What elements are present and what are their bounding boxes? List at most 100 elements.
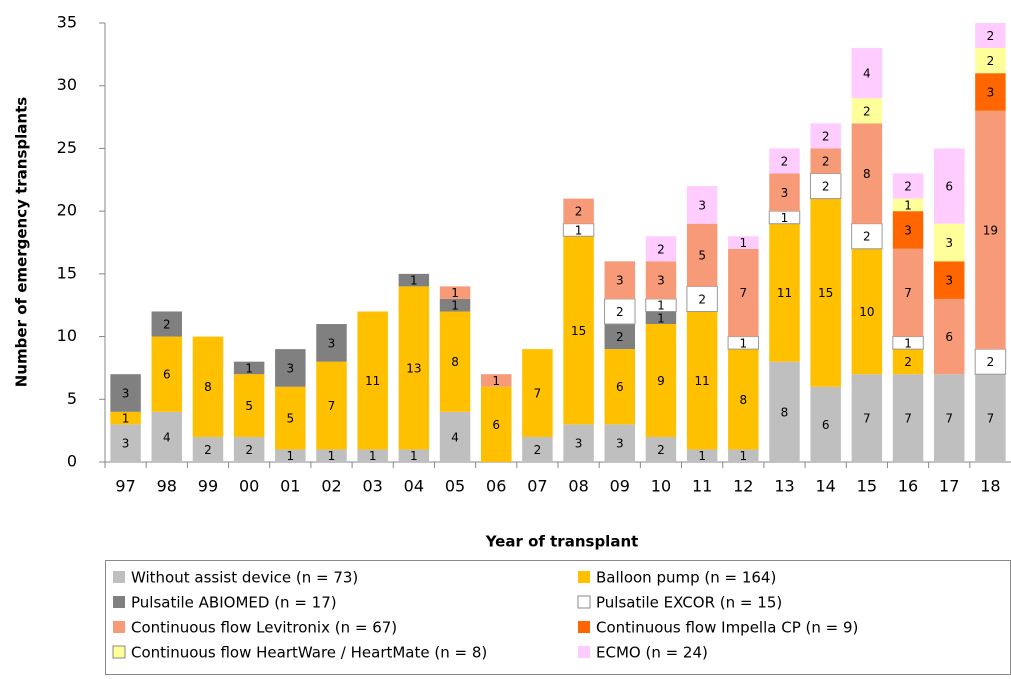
data-label: 2 <box>822 180 830 194</box>
data-label: 7 <box>328 399 336 413</box>
bar-segment <box>933 223 965 262</box>
y-tick-label: 5 <box>67 389 77 408</box>
data-label: 2 <box>657 443 665 457</box>
bar-segment <box>316 361 347 450</box>
data-label: 2 <box>822 129 830 143</box>
bar-segment <box>233 374 265 437</box>
bar-segment <box>728 349 759 450</box>
data-label: 2 <box>616 330 624 344</box>
bar-segment <box>604 424 636 462</box>
bar-segment <box>810 198 841 387</box>
x-tick-label: 14 <box>816 477 836 496</box>
data-label: 2 <box>698 292 706 306</box>
data-label: 2 <box>204 443 212 457</box>
data-label: 1 <box>781 211 789 225</box>
data-label: 2 <box>657 242 665 256</box>
bar-segment <box>851 48 883 99</box>
data-label: 8 <box>863 167 871 181</box>
bar-segment <box>604 324 636 350</box>
x-tick-label: 15 <box>857 477 877 496</box>
bar-segment <box>316 449 347 462</box>
data-label: 3 <box>904 223 912 237</box>
bar-segment <box>892 349 924 375</box>
data-label: 7 <box>534 387 542 401</box>
bar-segment <box>398 449 430 462</box>
data-label: 5 <box>286 412 294 426</box>
bar-segment <box>645 436 677 462</box>
bar-segment <box>810 386 841 462</box>
data-label: 2 <box>575 205 583 219</box>
data-label: 1 <box>739 336 747 350</box>
bar-segment <box>563 236 594 425</box>
bar-segment <box>275 386 306 450</box>
data-label: 4 <box>451 430 459 444</box>
bar-segment <box>892 248 924 337</box>
data-label: 1 <box>245 361 253 375</box>
bar-segment <box>151 411 183 462</box>
data-label: 7 <box>863 412 871 426</box>
data-label: 11 <box>365 374 380 388</box>
y-tick-label: 20 <box>57 201 77 220</box>
bar-segment <box>728 236 759 249</box>
x-tick-label: 01 <box>280 477 300 496</box>
data-label: 4 <box>163 430 171 444</box>
data-label: 6 <box>945 330 953 344</box>
x-tick-label: 06 <box>486 477 506 496</box>
bar-segment <box>975 23 1006 49</box>
data-label: 5 <box>698 249 706 263</box>
data-label: 1 <box>369 449 377 463</box>
x-tick-label: 11 <box>692 477 712 496</box>
data-label: 3 <box>328 336 336 350</box>
bar-segment <box>110 374 141 412</box>
bar-segment <box>974 348 1007 375</box>
x-axis-title: Year of transplant <box>485 533 639 551</box>
data-label: 8 <box>781 405 789 419</box>
data-label: 7 <box>904 412 912 426</box>
bar-segment <box>892 173 924 199</box>
legend-label: Pulsatile ABIOMED (n = 17) <box>131 594 337 612</box>
legend-swatch <box>112 645 126 659</box>
data-label: 1 <box>698 449 706 463</box>
bar-segment <box>728 449 759 462</box>
x-tick-label: 16 <box>898 477 918 496</box>
data-label: 6 <box>163 368 171 382</box>
x-tick-label: 02 <box>321 477 341 496</box>
x-tick-label: 13 <box>774 477 794 496</box>
data-label: 1 <box>328 449 336 463</box>
bar-segment <box>892 198 924 212</box>
data-label: 1 <box>410 449 418 463</box>
bar-segment <box>110 411 141 425</box>
x-tick-label: 18 <box>980 477 1000 496</box>
x-tick-label: 05 <box>445 477 465 496</box>
data-label: 3 <box>122 387 130 401</box>
bar-segment <box>480 374 512 387</box>
data-label: 2 <box>616 305 624 319</box>
bar-segment <box>192 436 224 462</box>
x-tick-label: 97 <box>115 477 135 496</box>
bar-segment <box>233 361 265 375</box>
bar-segment <box>851 374 883 462</box>
data-label: 19 <box>983 223 998 237</box>
bar-segment <box>439 311 471 412</box>
legend-swatch <box>113 571 125 583</box>
x-tick-label: 08 <box>568 477 588 496</box>
data-label: 4 <box>863 67 871 81</box>
data-label: 1 <box>451 286 459 300</box>
legend-label: Continuous flow HeartWare / HeartMate (n… <box>131 644 487 662</box>
y-tick-label: 10 <box>57 326 77 345</box>
data-label: 7 <box>904 286 912 300</box>
data-label: 1 <box>739 449 747 463</box>
bar-segment <box>398 273 430 287</box>
bar-segment <box>686 186 718 224</box>
data-label: 1 <box>575 223 583 237</box>
bar-segment <box>563 198 594 224</box>
legend-label: Pulsatile EXCOR (n = 15) <box>596 594 782 612</box>
data-label: 1 <box>410 274 418 288</box>
data-label: 11 <box>694 374 709 388</box>
data-label: 1 <box>904 336 912 350</box>
bar-segment <box>151 311 183 337</box>
data-label: 1 <box>122 412 130 426</box>
bar-segment <box>892 211 924 249</box>
data-label: 3 <box>987 85 995 99</box>
data-label: 2 <box>904 355 912 369</box>
